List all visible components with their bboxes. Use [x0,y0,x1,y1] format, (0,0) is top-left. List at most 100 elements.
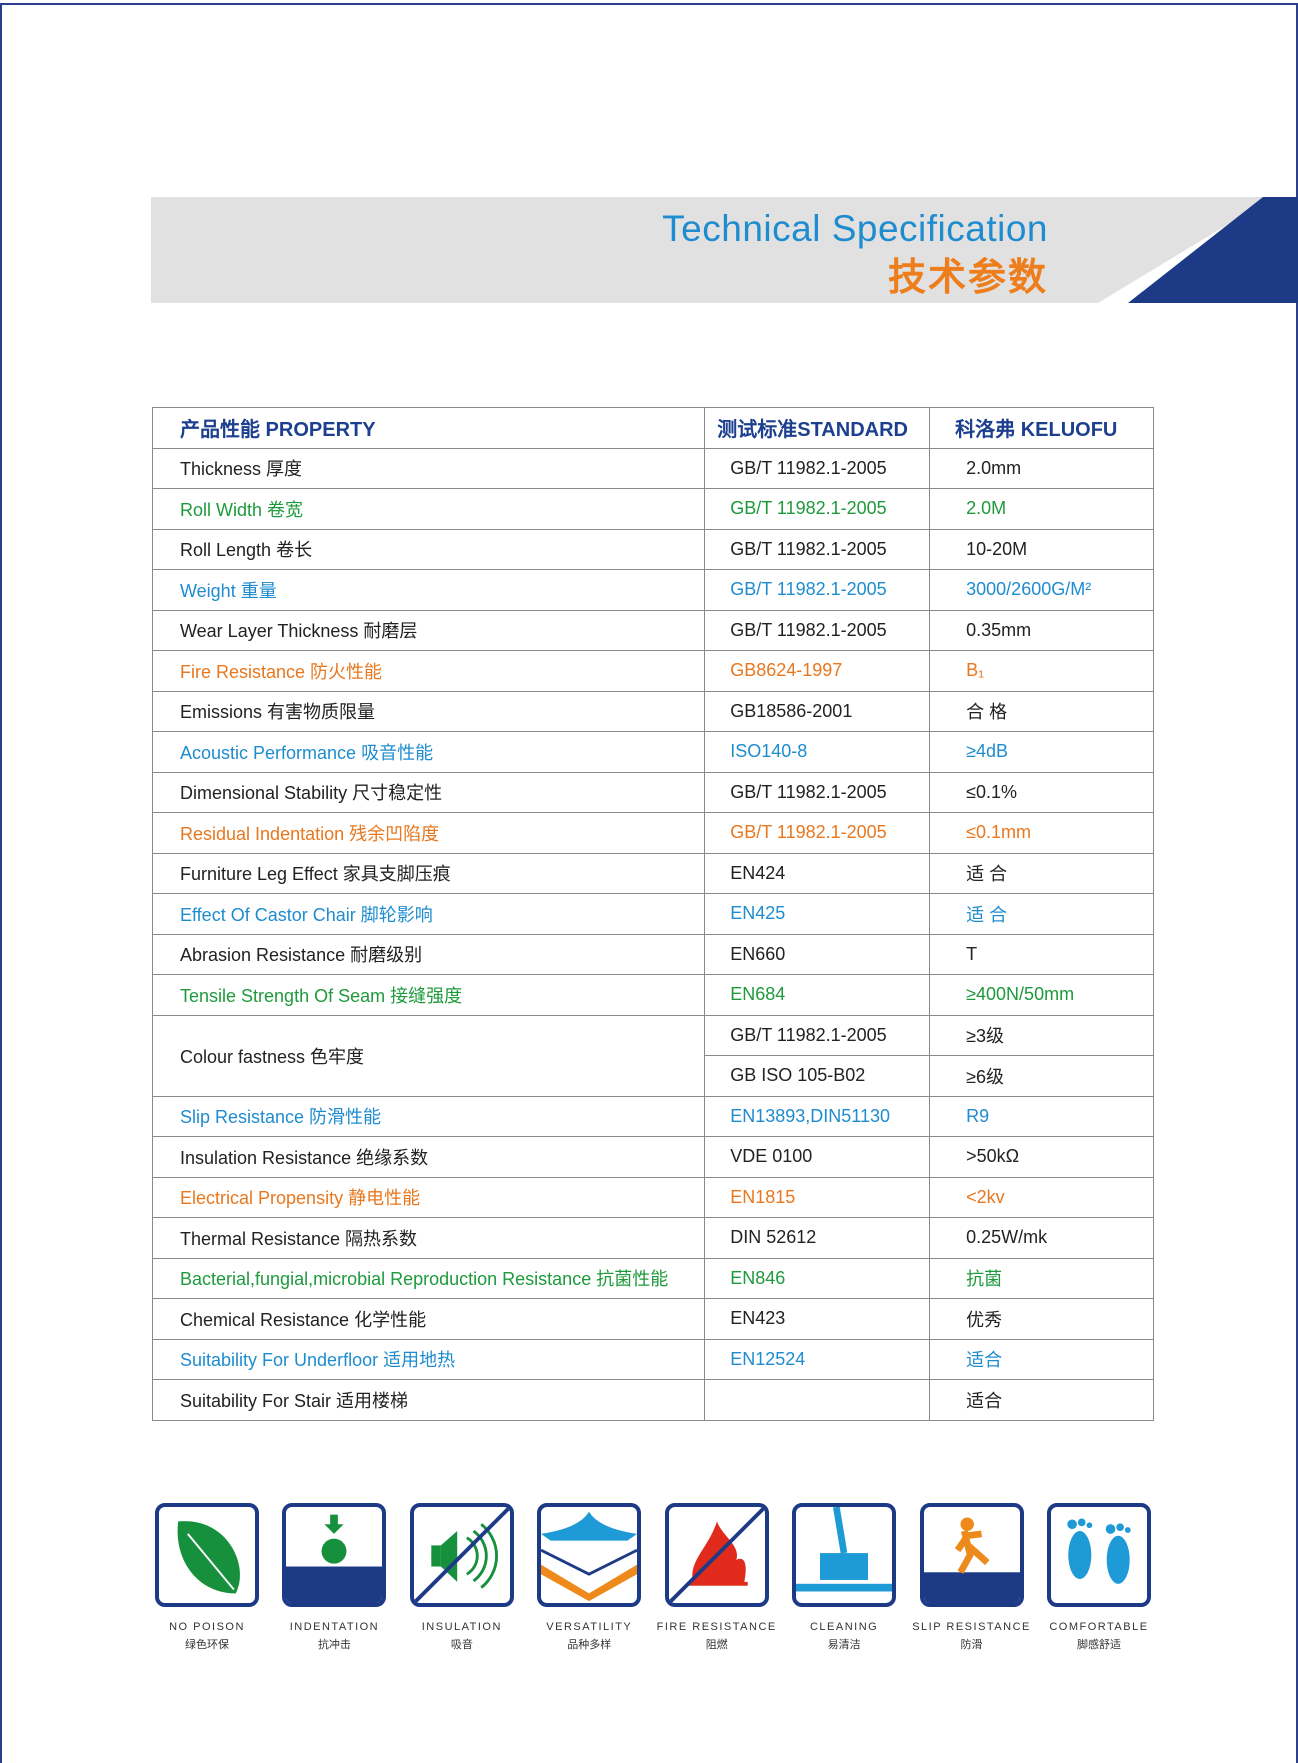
property-cell: Insulation Resistance 绝缘系数 [151,1136,706,1178]
standard-cell: EN660 [704,933,931,975]
value-cell: ≥3级 [929,1014,1154,1056]
table-row: Emissions 有害物质限量 GB18586-2001 合 格 [151,690,1154,732]
standard-cell: GB/T 11982.1-2005 [704,528,931,570]
feature-label-cn: 防滑 [960,1639,983,1651]
feature-label-cn: 脚感舒适 [1076,1639,1121,1651]
feature-icons: NO POISON 绿色环保 INDENTATION 抗冲击 INSULATIO… [152,1503,1154,1652]
header-property: 产品性能 PROPERTY [151,407,706,449]
table-row: Roll Width 卷宽 GB/T 11982.1-2005 2.0M [151,488,1154,530]
standard-cell: GB/T 11982.1-2005 [704,569,931,611]
property-cell: Thickness 厚度 [151,447,706,489]
page-title-cn: 技术参数 [887,257,1048,299]
feature-label-cn: 阻燃 [705,1639,728,1651]
value-cell: 10-20M [929,528,1154,570]
value-cell: 0.25W/mk [929,1217,1154,1259]
table-row: Insulation Resistance 绝缘系数 VDE 0100 >50kΩ [151,1136,1154,1178]
table-row: Suitability For Underfloor 适用地热 EN12524 适合 [151,1338,1154,1380]
versatility-layers-icon [537,1503,642,1607]
feature-label-en: SLIP RESISTANCE [912,1621,1031,1633]
feature-label-en: FIRE RESISTANCE [656,1621,777,1633]
table-row: Suitability For Stair 适用楼梯 适合 [151,1379,1154,1421]
feature-label-en: NO POISON [169,1621,245,1633]
table-row: Effect Of Castor Chair 脚轮影响 EN425 适 合 [151,893,1154,935]
standard-cell: EN425 [704,893,931,935]
value-cell: 抗菌 [929,1257,1154,1299]
property-cell: Wear Layer Thickness 耐磨层 [151,609,706,651]
property-cell: Acoustic Performance 吸音性能 [151,731,706,773]
feature-label-en: INDENTATION [289,1621,380,1633]
property-cell: Suitability For Underfloor 适用地热 [151,1338,706,1380]
property-cell: Chemical Resistance 化学性能 [151,1298,706,1340]
value-cell: 合 格 [929,690,1154,732]
value-cell: 3000/2600G/M² [929,569,1154,611]
feature-item: CLEANING 易清洁 [789,1503,899,1652]
standard-cell: GB8624-1997 [704,650,931,692]
value-cell: ≥6级 [929,1055,1154,1097]
feature-item: NO POISON 绿色环保 [152,1503,262,1652]
standard-cell: GB/T 11982.1-2005 [704,488,931,530]
value-cell: 适 合 [929,852,1154,894]
standard-cell: EN684 [704,974,931,1016]
standard-cell: EN12524 [704,1338,931,1380]
feature-label-cn: 绿色环保 [185,1639,229,1651]
table-row: Dimensional Stability 尺寸稳定性 GB/T 11982.1-… [151,771,1154,813]
value-cell: 适合 [929,1379,1154,1421]
property-cell: Residual Indentation 残余凹陷度 [151,812,706,854]
table-row: Colour fastness 色牢度 GB/T 11982.1-2005 ≥3级 [151,1014,1154,1097]
table-row: Tensile Strength Of Seam 接缝强度 EN684 ≥400N/… [151,974,1154,1016]
table-row: GB ISO 105-B02 ≥6级 [153,1055,1154,1097]
feature-item: COMFORTABLE 脚感舒适 [1044,1503,1154,1652]
table-row: Residual Indentation 残余凹陷度 GB/T 11982.1-2… [151,812,1154,854]
standard-cell [704,1379,931,1421]
feature-item: INSULATION 吸音 [407,1503,517,1652]
feature-item: VERSATILITY 品种多样 [534,1503,644,1652]
standard-cell: GB/T 11982.1-2005 [704,812,931,854]
feature-label-cn: 抗冲击 [317,1639,351,1651]
value-cell: 2.0mm [929,447,1154,489]
standard-cell: EN1815 [704,1176,931,1218]
feature-label-cn: 吸音 [450,1639,473,1651]
header-standard: 测试标准STANDARD [704,407,931,449]
value-cell: ≤0.1mm [929,812,1154,854]
property-cell: Tensile Strength Of Seam 接缝强度 [151,974,706,1016]
feature-item: FIRE RESISTANCE 阻燃 [657,1503,775,1652]
spec-table: 产品性能 PROPERTY 测试标准STANDARD 科洛弗 KELUOFU T… [151,407,1154,1421]
standard-cell: GB/T 11982.1-2005 [704,771,931,813]
property-cell: Effect Of Castor Chair 脚轮影响 [151,893,706,935]
header-keluofu: 科洛弗 KELUOFU [929,407,1154,449]
feature-item: SLIP RESISTANCE 防滑 [912,1503,1029,1652]
value-cell: <2kv [929,1176,1154,1218]
value-cell: 2.0M [929,488,1154,530]
feature-label-cn: 品种多样 [567,1639,612,1651]
table-header-row: 产品性能 PROPERTY 测试标准STANDARD 科洛弗 KELUOFU [151,407,1154,449]
property-cell: Electrical Propensity 静电性能 [151,1176,706,1218]
property-cell: Roll Width 卷宽 [151,488,706,530]
property-cell: Colour fastness 色牢度 [151,1014,706,1097]
table-row: Thermal Resistance 隔热系数 DIN 52612 0.25W/mk [151,1217,1154,1259]
property-cell: Dimensional Stability 尺寸稳定性 [151,771,706,813]
feature-label-en: VERSATILITY [546,1621,633,1633]
property-cell: Furniture Leg Effect 家具支脚压痕 [151,852,706,894]
property-cell: Roll Length 卷长 [151,528,706,570]
indentation-icon [282,1503,387,1607]
property-cell: Emissions 有害物质限量 [151,690,706,732]
value-cell: 0.35mm [929,609,1154,651]
slip-resistance-icon [919,1503,1024,1607]
standard-cell: GB ISO 105-B02 [704,1055,931,1097]
table-row: Weight 重量 GB/T 11982.1-2005 3000/2600G/M² [151,569,1154,611]
property-cell: Suitability For Stair 适用楼梯 [151,1379,706,1421]
standard-cell: EN424 [704,852,931,894]
feature-item: INDENTATION 抗冲击 [279,1503,389,1652]
property-cell: Slip Resistance 防滑性能 [151,1095,706,1137]
standard-cell: DIN 52612 [704,1217,931,1259]
value-cell: 适合 [929,1338,1154,1380]
value-cell: R9 [929,1095,1154,1137]
standard-cell: GB/T 11982.1-2005 [704,609,931,651]
table-row: Fire Resistance 防火性能 GB8624-1997 B₁ [151,650,1154,692]
standard-cell: GB/T 11982.1-2005 [704,1014,931,1056]
value-cell: T [929,933,1154,975]
table-row: Thickness 厚度 GB/T 11982.1-2005 2.0mm [151,447,1154,489]
value-cell: 适 合 [929,893,1154,935]
standard-cell: VDE 0100 [704,1136,931,1178]
table-row: Bacterial,fungial,microbial Reproduction… [151,1257,1154,1299]
